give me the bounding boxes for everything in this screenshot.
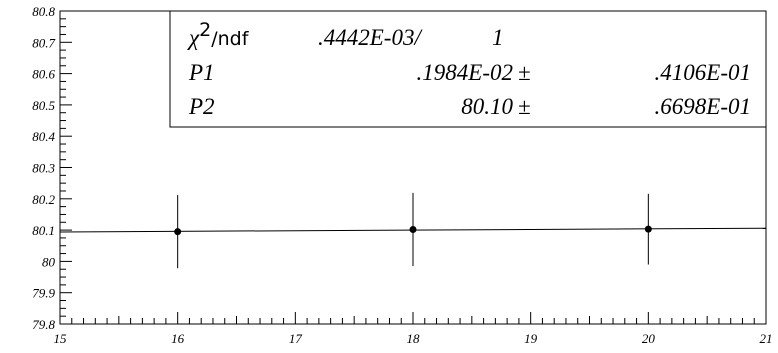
p1-name: P1 <box>188 60 215 85</box>
chi2-label: χ2/ndf <box>187 19 250 50</box>
p2-pm: ± <box>518 94 531 119</box>
y-tick-label: 80.6 <box>32 67 55 82</box>
x-tick-label: 15 <box>54 331 68 346</box>
y-axis: 79.8 79.9 80 80.1 80.2 80.3 80.4 80.5 80.6 80.7 80… <box>32 4 72 332</box>
data-point <box>644 225 652 233</box>
x-tick-label: 21 <box>760 331 773 346</box>
y-tick-label: 79.9 <box>32 286 55 301</box>
x-axis: 15 16 17 18 19 20 21 <box>54 312 773 346</box>
x-tick-label: 17 <box>289 331 303 346</box>
data-point <box>174 228 182 236</box>
x-tick-label: 16 <box>171 331 185 346</box>
ndf-value: 1 <box>492 25 504 50</box>
p2-value: 80.10 <box>461 94 513 119</box>
y-tick-label: 80.4 <box>32 129 55 144</box>
stats-box-frame <box>169 10 767 128</box>
x-tick-label: 19 <box>524 331 538 346</box>
data-point <box>409 225 417 233</box>
data-points <box>174 192 652 269</box>
stats-box: χ2/ndf .4442E-03/ 1 P1 .1984E-02 ± .4106… <box>169 10 767 128</box>
p2-name: P2 <box>188 94 215 119</box>
x-tick-label: 18 <box>407 331 421 346</box>
y-tick-label: 80.8 <box>32 4 55 19</box>
y-tick-label: 80.7 <box>32 35 55 50</box>
p1-pm: ± <box>518 60 531 85</box>
p1-error: .4106E-01 <box>655 60 751 85</box>
y-tick-label: 80.1 <box>32 223 55 238</box>
y-tick-label: 80 <box>42 254 56 269</box>
p2-error: .6698E-01 <box>655 94 751 119</box>
y-tick-label: 79.8 <box>32 317 55 332</box>
y-tick-label: 80.5 <box>32 98 55 113</box>
y-tick-label: 80.3 <box>32 161 55 176</box>
chi2-value: .4442E-03/ <box>318 25 423 50</box>
y-tick-label: 80.2 <box>32 192 55 207</box>
x-tick-label: 20 <box>642 331 656 346</box>
p1-value: .1984E-02 <box>417 60 513 85</box>
